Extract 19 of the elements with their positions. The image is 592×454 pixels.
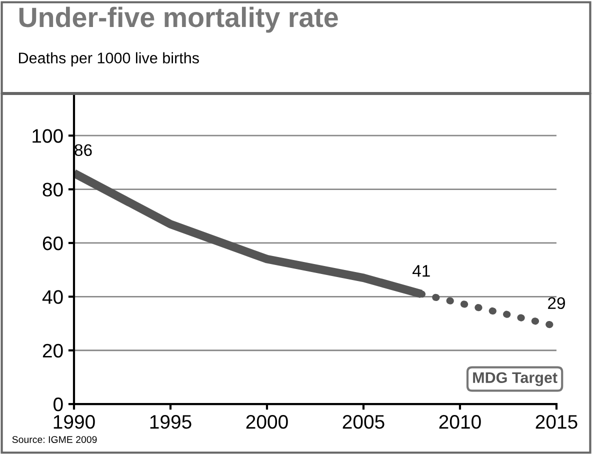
x-tick-label: 2005 <box>342 414 384 429</box>
chart-title: Under-five mortality rate <box>19 6 338 33</box>
data-label: 29 <box>548 297 565 310</box>
y-tick-label: 80 <box>42 182 63 197</box>
y-tick-label: 100 <box>32 129 63 143</box>
source-note: Source: IGME 2009 <box>12 436 97 443</box>
y-tick-label: 0 <box>54 398 63 412</box>
y-tick-label: 60 <box>42 236 63 250</box>
x-tick-label: 1995 <box>150 414 192 429</box>
chart-subtitle: Deaths per 1000 live births <box>19 52 199 66</box>
x-tick-label: 2010 <box>439 414 481 429</box>
text: MDG Target <box>473 372 558 386</box>
y-tick-label: 40 <box>42 290 63 304</box>
data-label: 86 <box>74 144 92 156</box>
x-tick-label: 2000 <box>246 414 288 429</box>
x-tick-label: 2015 <box>536 414 578 429</box>
x-tick-label: 1990 <box>54 414 95 429</box>
y-tick-label: 20 <box>42 344 63 358</box>
data-label: 41 <box>412 265 430 277</box>
